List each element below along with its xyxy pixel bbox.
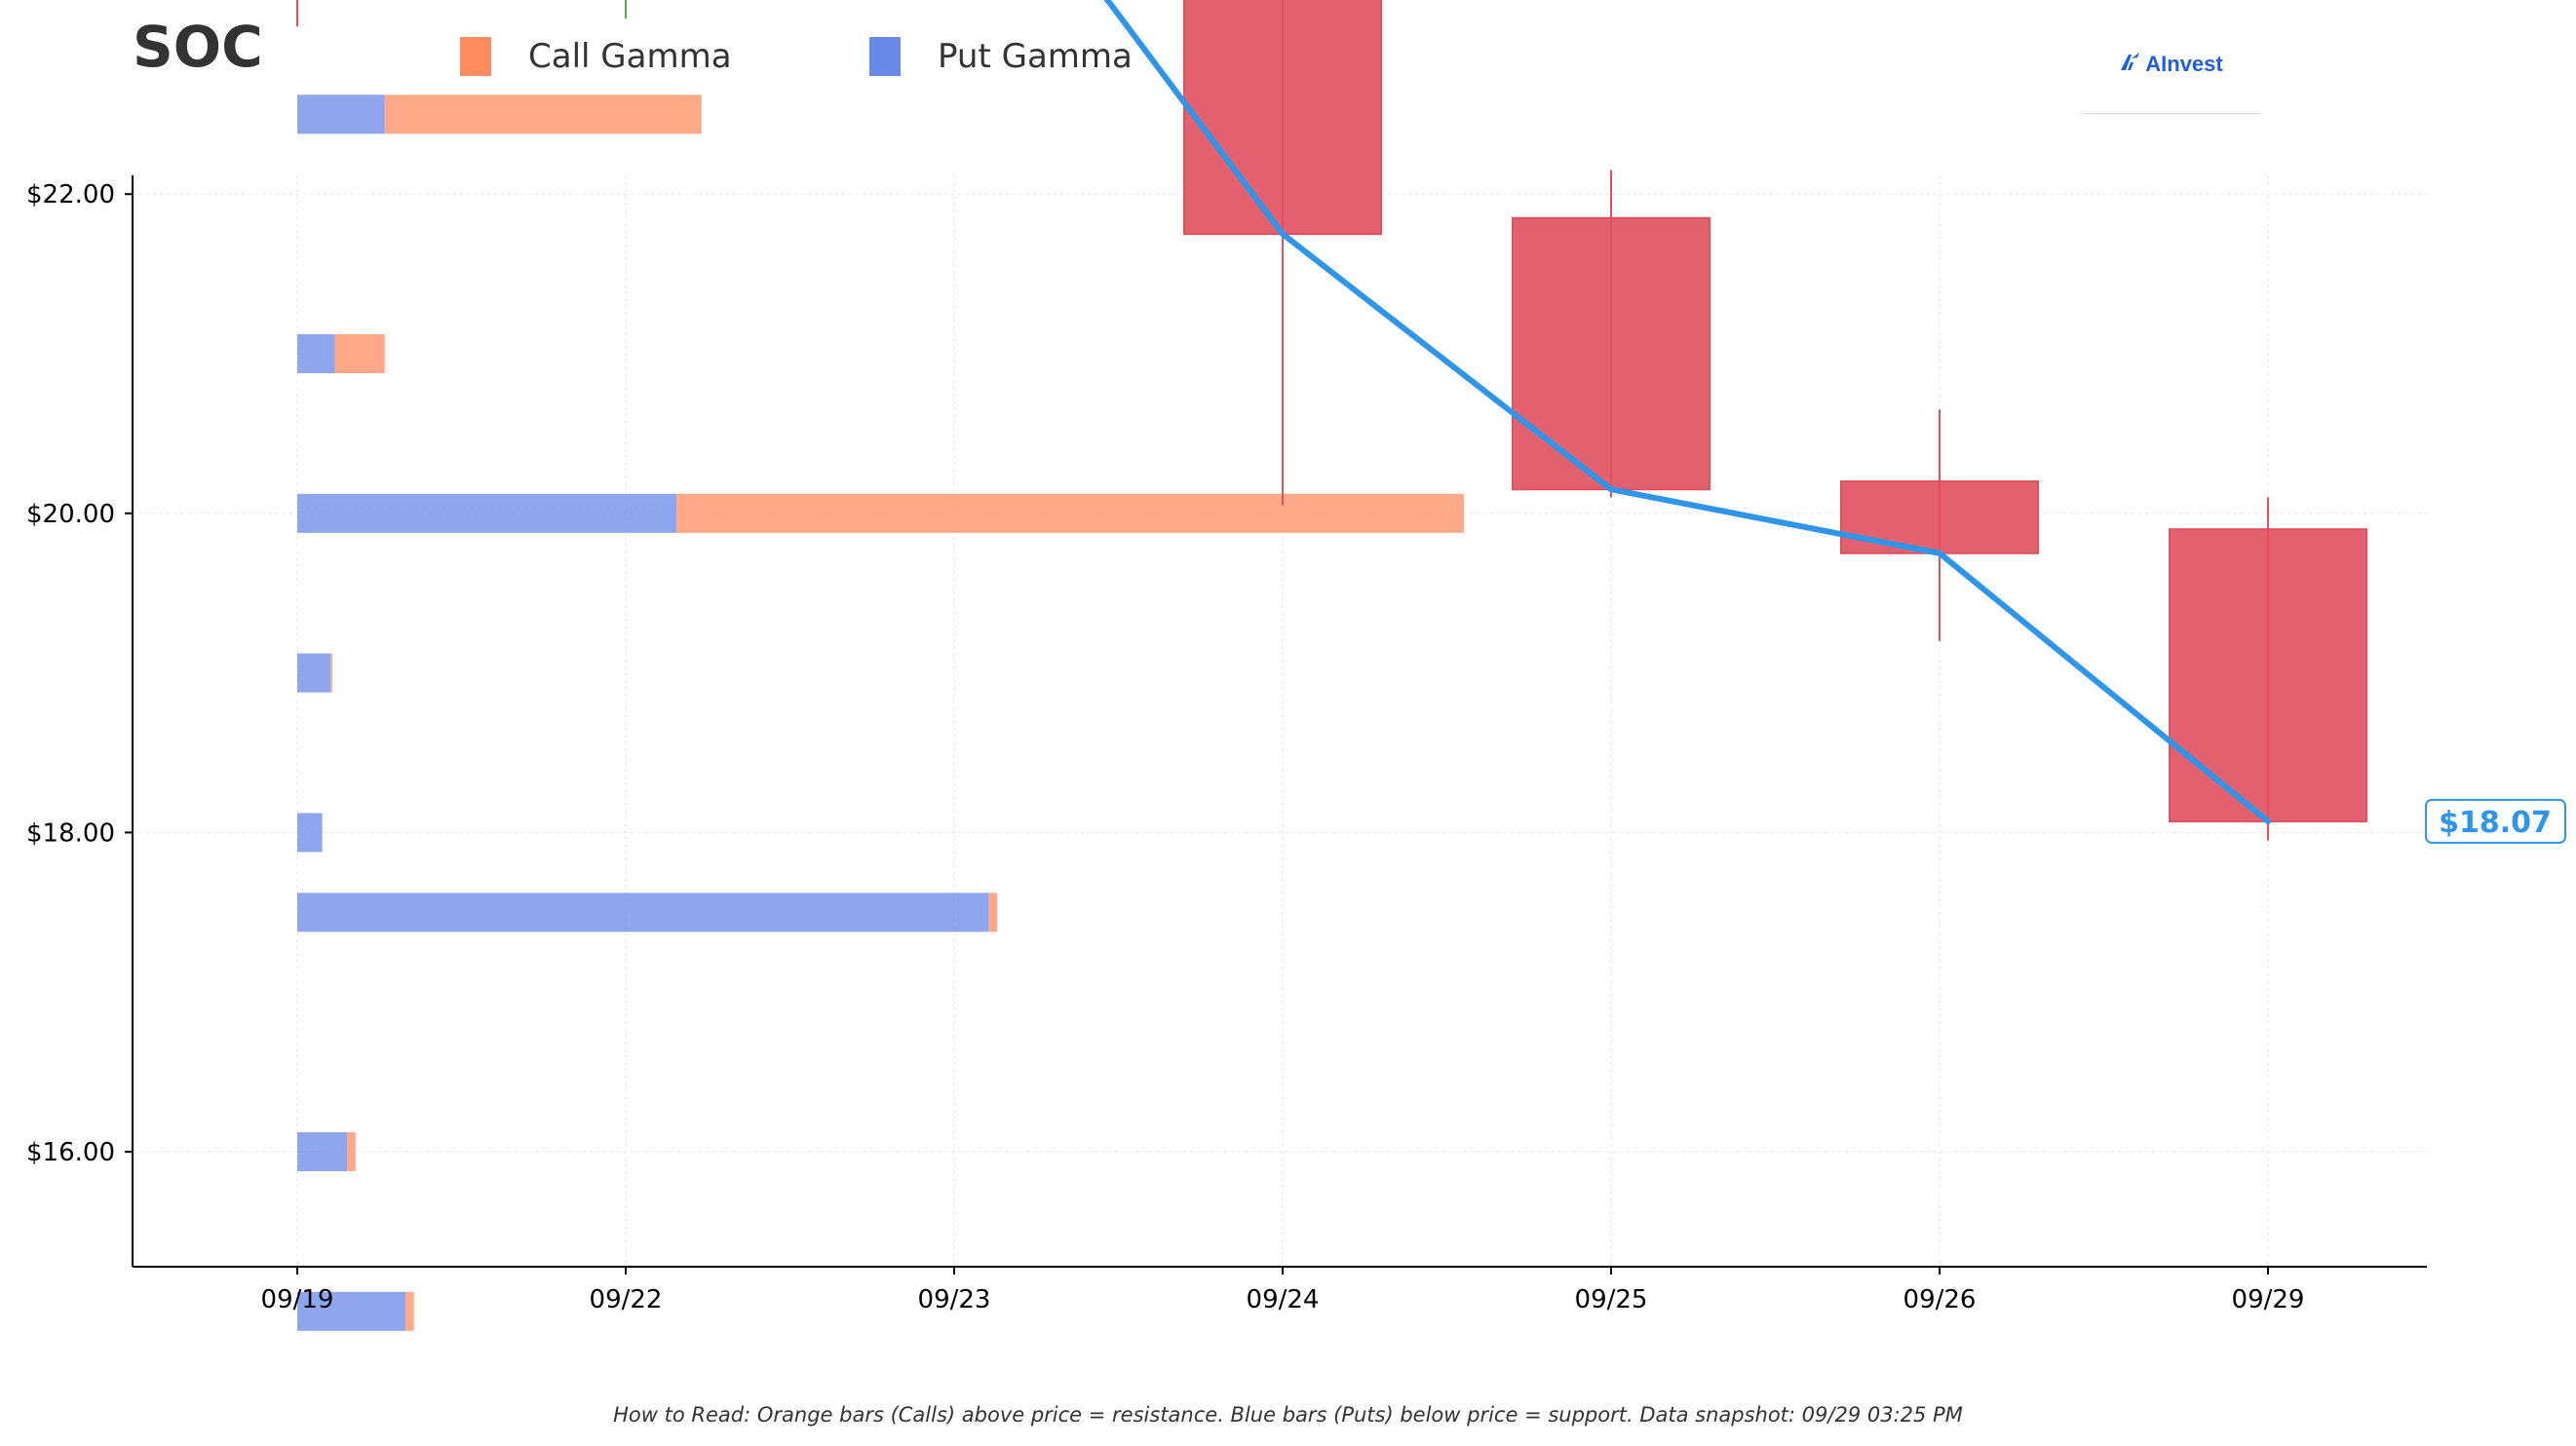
call-gamma-bar xyxy=(330,653,332,693)
x-tick-label: 09/23 xyxy=(918,1285,991,1314)
y-tick-label: $22.00 xyxy=(26,180,115,209)
call-gamma-bar xyxy=(405,1291,414,1331)
put-gamma-bar xyxy=(297,813,323,853)
x-tick-label: 09/29 xyxy=(2232,1285,2305,1314)
call-gamma-bar xyxy=(384,95,702,134)
price-line xyxy=(1103,0,2271,824)
y-tick-label: $20.00 xyxy=(26,500,115,529)
legend-put-gamma: Put Gamma xyxy=(869,37,1133,76)
ainvest-logo-icon xyxy=(2121,53,2140,70)
x-tick-label: 09/22 xyxy=(590,1285,663,1314)
put-gamma-bar xyxy=(297,95,385,134)
put-gamma-bar xyxy=(297,334,335,373)
candle-body xyxy=(2169,528,2367,822)
put-gamma-bar xyxy=(297,893,989,932)
y-tick-label: $18.00 xyxy=(26,818,115,848)
legend-call-swatch xyxy=(460,37,491,76)
call-gamma-bar xyxy=(347,1132,356,1171)
x-tick-label: 09/25 xyxy=(1575,1285,1648,1314)
put-gamma-bar xyxy=(297,1291,406,1331)
call-gamma-bar xyxy=(334,334,385,373)
legend-put-swatch xyxy=(869,37,901,76)
last-price-badge xyxy=(2425,798,2566,844)
call-gamma-bar xyxy=(988,893,998,932)
candle-body xyxy=(1512,216,1711,491)
put-gamma-bar xyxy=(297,493,677,533)
call-gamma-bar xyxy=(676,493,1464,533)
legend-call-label: Call Gamma xyxy=(528,37,732,76)
candle-body xyxy=(1183,0,1382,236)
y-tick-label: $16.00 xyxy=(26,1138,115,1167)
legend-call-gamma: Call Gamma xyxy=(460,37,732,76)
last-price-label: $18.07 xyxy=(2439,806,2552,840)
legend-put-label: Put Gamma xyxy=(938,37,1133,76)
x-tick-label: 09/26 xyxy=(1903,1285,1977,1314)
ainvest-logo: AInvest xyxy=(2081,47,2261,114)
ticker-title: SOC xyxy=(133,14,263,80)
x-tick-label: 09/24 xyxy=(1247,1285,1320,1314)
footnote: How to Read: Orange bars (Calls) above p… xyxy=(613,1403,1963,1427)
put-gamma-bar xyxy=(297,1132,348,1171)
ainvest-logo-text: AInvest xyxy=(2145,52,2223,76)
put-gamma-bar xyxy=(297,653,331,693)
x-tick-label: 09/19 xyxy=(261,1285,334,1314)
